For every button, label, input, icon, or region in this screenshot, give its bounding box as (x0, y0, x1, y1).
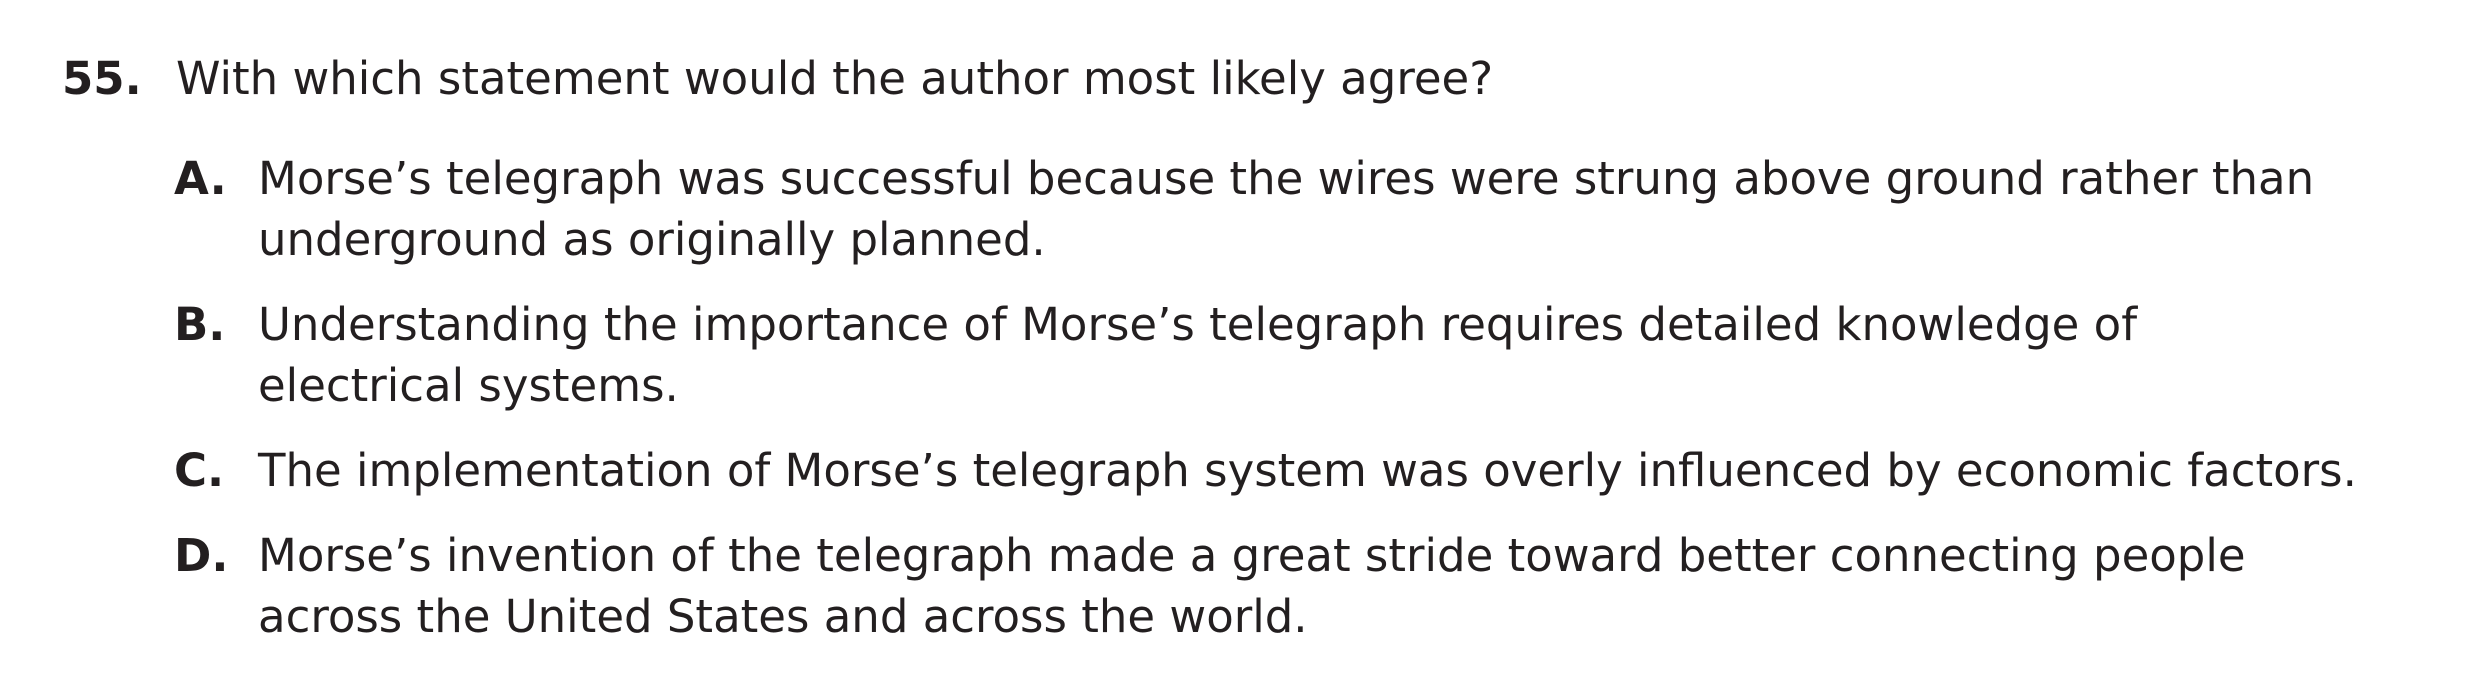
answer-option-c[interactable]: C. The implementation of Morse’s telegra… (174, 440, 2464, 501)
option-text: The implementation of Morse’s telegraph … (258, 444, 2357, 497)
option-letter: D. (174, 529, 229, 582)
option-text: Morse’s invention of the telegraph made … (258, 529, 2246, 643)
answer-option-d[interactable]: D. Morse’s invention of the telegraph ma… (174, 525, 2464, 647)
question-text: With which statement would the author mo… (176, 52, 1494, 105)
answer-option-a[interactable]: A. Morse’s telegraph was successful beca… (174, 148, 2464, 270)
question-stem: 55. With which statement would the autho… (62, 48, 2452, 110)
option-letter: A. (174, 152, 227, 205)
option-text: Morse’s telegraph was successful because… (258, 152, 2315, 266)
option-letter: C. (174, 444, 225, 497)
question-number: 55. (62, 52, 142, 105)
question-block: 55. With which statement would the autho… (62, 48, 2452, 643)
option-letter: B. (174, 298, 226, 351)
option-text: Understanding the importance of Morse’s … (258, 298, 2138, 412)
answer-option-b[interactable]: B. Understanding the importance of Morse… (174, 294, 2464, 416)
answer-options: A. Morse’s telegraph was successful beca… (174, 148, 2464, 671)
